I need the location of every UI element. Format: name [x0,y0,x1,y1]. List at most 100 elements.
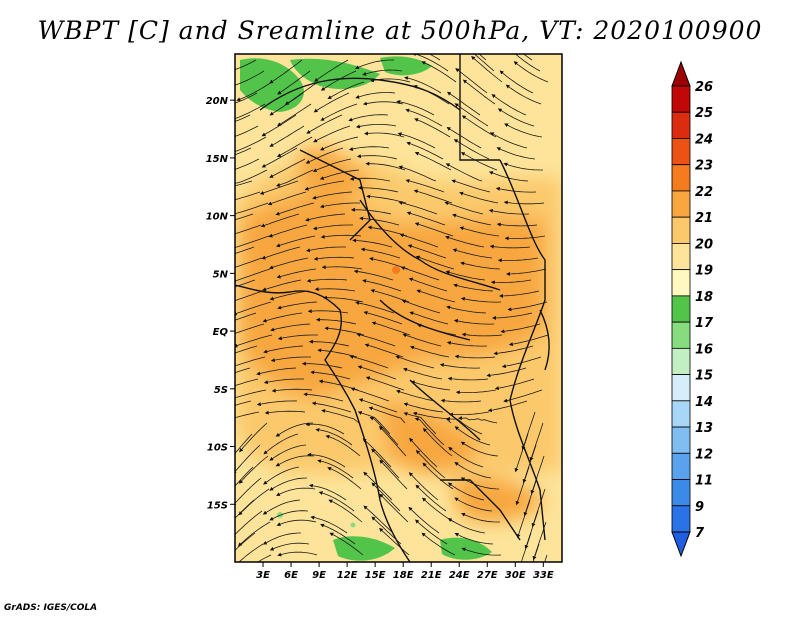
streamline [308,339,350,347]
streamline [496,147,536,160]
streamline [499,70,534,94]
colorbar-swatch [671,269,691,297]
streamline [379,459,408,490]
streamline [398,165,437,182]
streamline [413,189,453,204]
streamline [327,467,362,490]
streamline [270,356,311,363]
colorbar-swatch [671,85,691,113]
streamline [488,208,530,215]
streamline [269,444,307,461]
streamline [414,118,451,138]
streamline [461,332,503,337]
streamline [235,290,264,302]
streamline [471,55,503,83]
streamline [235,532,256,551]
streamline [516,499,531,539]
streamline [301,361,343,369]
streamline [308,483,347,501]
streamline [329,532,364,556]
x-tick-label: 24E [449,570,470,581]
streamline [312,224,353,231]
colorbar-swatch [671,138,691,166]
streamline [235,433,253,455]
y-tick-label: EQ [213,327,229,338]
streamline [362,279,402,292]
streamline [256,400,298,407]
streamline [413,85,450,105]
streamline [236,81,273,102]
streamline [371,516,402,545]
streamline [261,114,297,137]
streamline [428,54,441,61]
streamline [261,246,301,260]
streamline [369,416,399,446]
streamline [357,365,397,380]
streamline [235,268,271,283]
streamline [235,466,254,487]
streamline [489,244,531,249]
streamline [235,202,269,215]
streamline [311,401,352,413]
streamline [496,222,538,227]
streamline [320,234,362,239]
streamline [491,94,527,116]
streamline [414,222,454,237]
y-tick-label: 5N [213,269,229,280]
streamline [407,244,447,259]
streamline [235,378,259,387]
peak-spot [392,266,400,274]
streamline [312,191,353,200]
colorbar-max-triangle [671,60,691,87]
streamline [415,449,446,479]
streamline [328,499,363,523]
streamline [422,462,454,490]
streamline [325,434,361,457]
streamline [503,200,545,205]
streamline [235,191,261,201]
streamline [403,402,444,413]
streamline [409,437,438,468]
x-tick-label: 9E [312,570,326,581]
streamline [414,417,445,446]
streamline [544,554,548,562]
streamline [235,257,263,268]
streamline [275,235,316,248]
colorbar-label: 16 [695,342,713,357]
streamline [445,270,486,281]
streamline [348,146,390,151]
streamline [493,345,534,356]
colorbar-label: 15 [695,369,713,384]
streamline [395,389,436,402]
streamline [275,487,316,496]
streamline [315,317,357,325]
streamline [256,367,297,376]
axes: 3E 6E 9E 12E 15E 18E 21E 24E 27E 30E 33E 20N 15N 10N 5… [206,96,554,581]
streamline [306,114,343,134]
streamline [235,411,260,419]
streamline [263,466,300,485]
streamline [478,54,487,61]
streamline [440,398,482,403]
streamline [412,54,449,72]
streamline [401,299,441,314]
streamline [402,367,443,380]
x-tick-label: 27E [477,570,498,581]
streamline [357,185,399,193]
plot-frame [234,53,563,563]
streamline [446,305,487,314]
streamline [313,125,351,143]
streamline [405,179,445,193]
streamline [276,136,313,157]
streamline [235,389,267,399]
x-tick-label: 18E [393,570,414,581]
streamline [362,438,392,468]
streamline [421,61,457,83]
x-tick-label: 21E [421,570,442,581]
streamline [503,162,543,171]
streamline [314,287,356,292]
streamline [503,389,543,403]
streamline [460,297,502,303]
streamline [370,78,411,83]
streamline [305,147,344,164]
